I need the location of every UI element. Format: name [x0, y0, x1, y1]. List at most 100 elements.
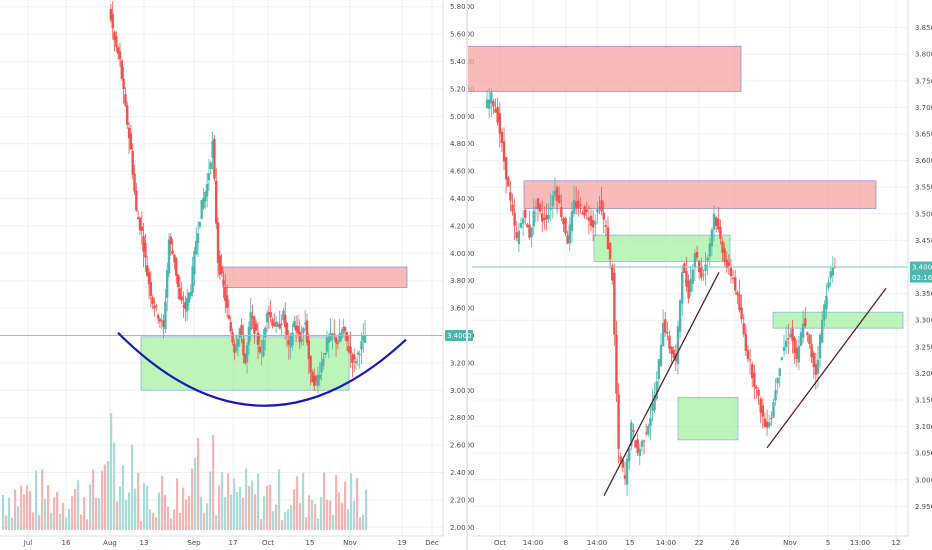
y-tick-label: 3.0500 [915, 450, 932, 458]
candle-body [644, 432, 648, 434]
volume-bar [275, 504, 278, 530]
volume-bar [20, 485, 23, 530]
resistance-zone [523, 180, 877, 209]
volume-bar [113, 442, 116, 530]
candle-body [156, 314, 160, 319]
resistance-zone [466, 45, 742, 92]
volume-bar [11, 517, 14, 530]
candle-body [700, 267, 703, 278]
candle-body [144, 242, 147, 258]
candle-body [770, 418, 773, 420]
candle-body [307, 340, 311, 360]
x-tick-label: 14:00 [523, 539, 543, 547]
candle-body [311, 371, 314, 383]
candle-body [133, 173, 136, 192]
candle-body [804, 318, 807, 327]
candle-body [598, 207, 601, 209]
volume-bar [194, 457, 197, 530]
candle-body [164, 301, 167, 330]
candle-body [659, 344, 663, 366]
candle-body [238, 328, 242, 338]
candle-body [600, 200, 603, 212]
candle-body [498, 113, 501, 134]
candles [109, 1, 367, 394]
candle-body [271, 319, 274, 326]
candle-body [661, 322, 665, 347]
volume-bar [143, 483, 146, 530]
x-tick-label: 16 [62, 539, 71, 547]
candle-body [530, 227, 533, 238]
chart-panel-1: 2.0000 2.2000 2.4000 2.6000 2.8000 3.0000 3.20… [0, 0, 475, 547]
x-tick-label: Dec [425, 539, 439, 547]
candle-body [564, 217, 567, 234]
volume-bar [203, 512, 206, 530]
volume-bar [326, 499, 329, 530]
volume-bar [101, 470, 104, 530]
volume-bar [281, 520, 284, 530]
y-tick-label: 3.6000 [915, 157, 932, 165]
candle-body [725, 259, 728, 269]
volume-bar [5, 515, 8, 530]
candle-body [131, 150, 134, 175]
candle-body [111, 13, 114, 29]
y-tick-label: 3.8000 [915, 51, 932, 59]
volume-bar [77, 480, 80, 530]
candle-body [818, 334, 822, 359]
volume-bar [44, 498, 47, 530]
y-tick-label: 5.4000 [450, 58, 475, 66]
candle-body [256, 332, 260, 345]
y-tick-label: 3.8000 [450, 277, 475, 285]
candle-body [801, 323, 805, 338]
candle-body [823, 304, 826, 321]
candle-body [806, 332, 809, 336]
candle-body [827, 282, 830, 288]
volume-bar [116, 501, 119, 530]
volume-bar [200, 496, 203, 530]
last-price-label: 3.4000 [912, 264, 932, 272]
candle-body [140, 226, 143, 231]
y-tick-label: 3.2000 [450, 359, 475, 367]
y-tick-label: 2.8000 [450, 414, 475, 422]
candle-body [233, 343, 236, 353]
y-tick-label: 3.2500 [915, 343, 932, 351]
x-tick-label: Oct [262, 539, 274, 547]
volume-bar [320, 496, 323, 530]
candle-body [799, 332, 803, 346]
volume-bar [35, 470, 38, 530]
candle-body [740, 307, 743, 320]
candle-body [615, 334, 618, 394]
x-tick-label: 19 [398, 539, 407, 547]
volume-bar [185, 499, 188, 530]
candle-body [126, 105, 129, 125]
volume-bar [230, 494, 233, 530]
y-tick-label: 3.5000 [915, 210, 932, 218]
candle-body [816, 359, 820, 374]
x-tick-label: 13 [140, 539, 149, 547]
y-tick-label: 3.1000 [915, 423, 932, 431]
candle-body [509, 192, 512, 201]
candle-body [746, 350, 750, 360]
candle-body [579, 204, 582, 206]
candle-body [173, 254, 176, 263]
volume-bar [242, 497, 245, 530]
volume-bar [335, 475, 338, 530]
candle-body [797, 345, 801, 363]
candle-body [109, 9, 113, 20]
candle-body [591, 220, 595, 228]
candle-body [585, 209, 588, 213]
candle-body [351, 354, 354, 363]
candle-body [810, 344, 813, 358]
candle-body [113, 31, 116, 41]
volume-bar [119, 486, 122, 530]
volume-bar [134, 488, 137, 530]
volume-bar [260, 519, 263, 530]
y-tick-labels: 2.0000 2.2000 2.4000 2.6000 2.8000 3.0000 3.20… [450, 3, 475, 532]
x-tick-label: 13:00 [850, 539, 870, 547]
candle-body [231, 332, 234, 343]
candle-body [363, 335, 367, 343]
candle-body [829, 271, 832, 278]
candle-body [587, 217, 591, 221]
candle-body [731, 277, 735, 279]
candle-body [702, 274, 705, 276]
x-tick-label: Aug [103, 539, 117, 547]
